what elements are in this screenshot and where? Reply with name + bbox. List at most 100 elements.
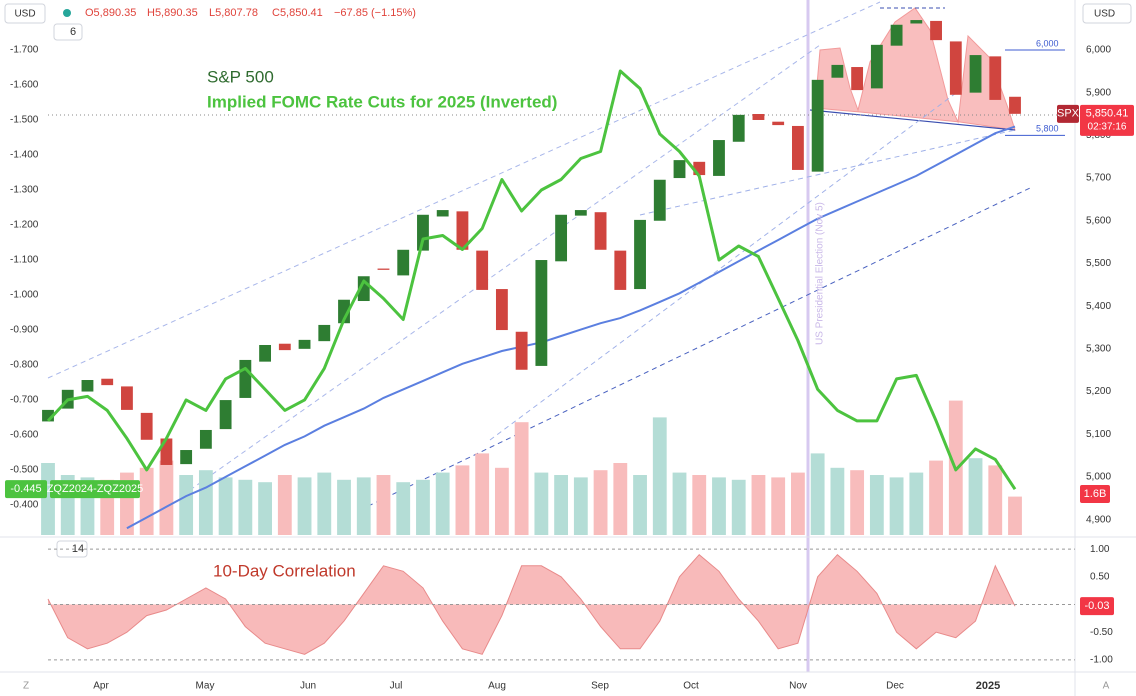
ohlc-value: H5,890.35 — [147, 7, 198, 19]
x-tick-label: Jul — [390, 681, 403, 692]
volume-bar — [889, 477, 904, 535]
currency-box[interactable] — [1082, 3, 1132, 24]
candle — [357, 276, 370, 302]
y-tick-label: 5,300 — [1086, 343, 1111, 354]
candle — [81, 380, 94, 392]
x-tick-label: Dec — [886, 681, 904, 692]
y-tick-label: 1.00 — [1090, 544, 1110, 555]
y-tick-label: 5,000 — [1086, 472, 1111, 483]
volume-bar — [633, 475, 647, 535]
candle — [634, 219, 646, 290]
y-tick-label: 0.50 — [1090, 571, 1110, 582]
candle — [910, 20, 923, 24]
candle — [1009, 96, 1021, 114]
candle — [594, 212, 607, 250]
volume-bar — [514, 422, 529, 535]
candle — [298, 339, 311, 349]
x-tick-label: May — [196, 681, 215, 692]
candle — [831, 64, 844, 78]
election-label: US Presidential Election (Nov 5) — [815, 202, 826, 345]
indicator-toggle[interactable] — [53, 23, 83, 41]
area-line — [47, 554, 1016, 655]
main-layer: 6,000 5,800 — [42, 20, 1065, 530]
candle — [377, 268, 390, 270]
volume-bar — [376, 475, 391, 535]
fan-line — [639, 129, 1016, 216]
volume-bar — [198, 470, 213, 535]
candle — [535, 260, 548, 366]
x-tick-label: Apr — [93, 681, 109, 692]
candle — [693, 161, 706, 176]
y2-tick-label: -0.600 — [10, 430, 39, 441]
candle — [811, 79, 824, 172]
y2-tick-label: -0.800 — [10, 360, 39, 371]
volume-bar — [869, 475, 884, 535]
candle — [417, 214, 429, 251]
volume-bar — [455, 465, 470, 535]
level-label: 6,000 — [1036, 38, 1059, 48]
volume-bar — [731, 479, 746, 535]
candle — [239, 359, 252, 398]
y2-tick-label: -0.700 — [10, 395, 39, 406]
y-tick-label: 5,500 — [1086, 258, 1111, 269]
candle — [732, 114, 745, 142]
y-tick-label: 4,900 — [1086, 514, 1111, 525]
volume-bar — [554, 475, 569, 535]
volume-bar — [317, 472, 332, 535]
volume-bar — [791, 472, 805, 535]
symbol-label-box — [1057, 104, 1079, 123]
candle — [772, 121, 785, 126]
candle — [456, 211, 469, 250]
symbol-label: SPX — [1057, 108, 1080, 120]
candle — [870, 44, 883, 89]
y2-tick-label: -0.900 — [10, 325, 39, 336]
countdown: 02:37:16 — [1088, 121, 1127, 132]
value-label-box — [1080, 597, 1114, 616]
moving-average — [126, 125, 1016, 530]
volume-layer — [41, 400, 1022, 535]
volume-bar — [909, 472, 924, 535]
candle — [614, 250, 627, 290]
y2-tick-label: -0.500 — [10, 465, 39, 476]
volume-bar — [1008, 496, 1022, 535]
candle — [397, 249, 410, 276]
y-tick-label: 5,900 — [1086, 87, 1111, 98]
volume-bar — [337, 479, 351, 535]
y-tick-label: -1.00 — [1090, 654, 1113, 665]
ohlc-value: C5,850.41 — [272, 7, 323, 19]
ohlc-value: L5,807.78 — [209, 7, 258, 19]
candle — [930, 20, 942, 41]
y-tick-label: 5,600 — [1086, 215, 1111, 226]
candle — [969, 55, 982, 93]
volume-bar — [850, 470, 865, 535]
y-tick-label: 5,200 — [1086, 386, 1111, 397]
x-tick-label: Aug — [488, 681, 506, 692]
x-tick-label: Sep — [591, 681, 609, 692]
volume-bar — [297, 477, 312, 535]
candle — [476, 250, 489, 290]
volume-bar — [475, 453, 490, 535]
y2-tick-label: -1.100 — [10, 255, 39, 266]
volume-bar — [652, 417, 667, 535]
y-tick-label: -0.50 — [1090, 627, 1113, 638]
volume-bar — [810, 453, 825, 535]
currency-box[interactable] — [4, 3, 46, 24]
zoom-icon[interactable]: Z — [23, 681, 29, 692]
candle — [121, 386, 133, 410]
chart-title: S&P 500 — [207, 67, 274, 86]
volume-bar — [830, 467, 845, 535]
volume-bar — [139, 467, 154, 535]
auto-icon[interactable]: A — [1103, 681, 1110, 692]
candle — [436, 210, 449, 217]
candle — [495, 289, 508, 331]
area-fill — [48, 554, 1015, 655]
series-value: -0.445 — [10, 483, 41, 495]
volume-bar — [593, 470, 608, 535]
candle — [318, 324, 331, 342]
candle — [949, 41, 962, 95]
volume-bar — [692, 475, 707, 535]
volume-bar — [771, 477, 786, 535]
y-tick-label: 5,100 — [1086, 429, 1111, 440]
legend-label: ZQZ2024-ZQZ2025 — [47, 483, 144, 495]
